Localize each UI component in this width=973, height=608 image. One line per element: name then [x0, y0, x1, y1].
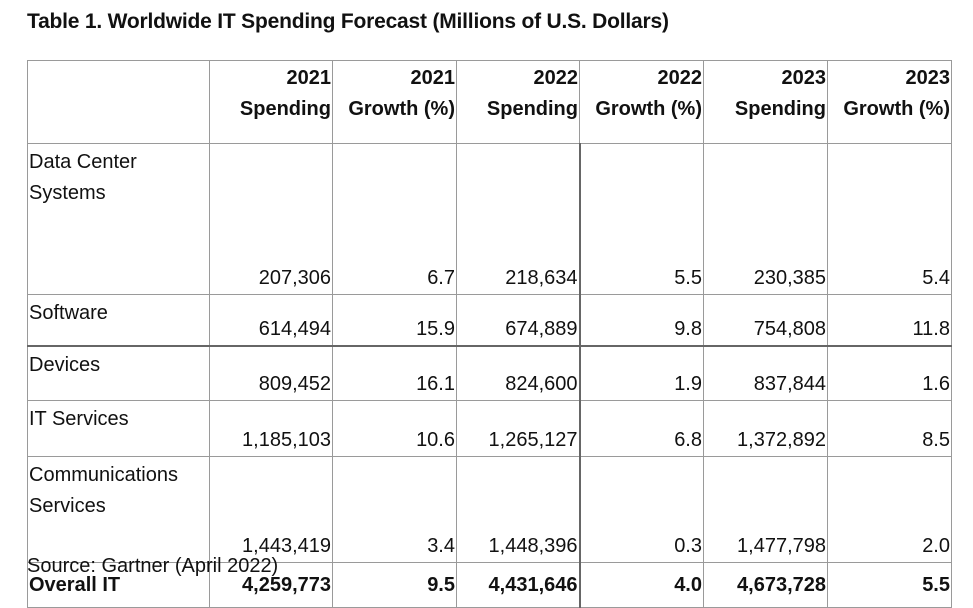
table-cell: 15.9: [332, 294, 457, 347]
table-cell: 9.5: [332, 562, 457, 608]
row-label: Devices: [27, 345, 210, 401]
row-label: IT Services: [27, 400, 210, 457]
table-cell: 4,431,646: [456, 562, 581, 608]
header-cell-2023-growth: 2023 Growth (%): [827, 60, 952, 144]
table-cell: 230,385: [703, 143, 828, 295]
header-year: 2022: [657, 67, 703, 89]
header-year: 2021: [286, 67, 332, 89]
table-row: Devices 809,452 16.1 824,600 1.9 837,844…: [27, 345, 952, 401]
table-cell: 1,185,103: [209, 400, 333, 457]
header-cell-2021-spending: 2021 Spending: [209, 60, 333, 144]
table-cell: 11.8: [827, 294, 952, 347]
table-cell: 1.9: [579, 345, 704, 401]
table-cell: 10.6: [332, 400, 457, 457]
header-metric: Growth (%): [595, 98, 702, 120]
header-metric: Growth (%): [348, 98, 455, 120]
table-cell: 3.4: [332, 456, 457, 563]
table-cell: 809,452: [209, 345, 333, 401]
table-cell: 6.8: [579, 400, 704, 457]
row-label: Communications Services: [27, 456, 210, 563]
table-cell: 1.6: [827, 345, 952, 401]
header-metric: Spending: [486, 98, 578, 120]
table-cell: 2.0: [827, 456, 952, 563]
table-cell: 754,808: [703, 294, 828, 347]
table-cell: 837,844: [703, 345, 828, 401]
header-cell-2022-growth: 2022 Growth (%): [579, 60, 704, 144]
it-spending-table: 2021 Spending 2021 Growth (%) 2022 Spend…: [27, 60, 952, 608]
table-cell: 207,306: [209, 143, 333, 295]
header-cell-2022-spending: 2022 Spending: [456, 60, 580, 144]
table-cell: 0.3: [579, 456, 704, 563]
header-cell-2021-growth: 2021 Growth (%): [332, 60, 457, 144]
row-label: Software: [27, 294, 210, 347]
table-cell: 9.8: [579, 294, 704, 347]
row-label: Data Center Systems: [27, 143, 210, 295]
table-cell: 5.5: [579, 143, 704, 295]
table-cell: 824,600: [456, 345, 581, 401]
header-year: 2021: [410, 67, 456, 89]
table-cell: 5.4: [827, 143, 952, 295]
header-year: 2023: [905, 67, 951, 89]
table-cell: 1,265,127: [456, 400, 581, 457]
table-cell: 614,494: [209, 294, 333, 347]
table-cell: 16.1: [332, 345, 457, 401]
header-cell-2023-spending: 2023 Spending: [703, 60, 828, 144]
table-cell: 6.7: [332, 143, 457, 295]
table-cell: 8.5: [827, 400, 952, 457]
table-cell: 1,443,419: [209, 456, 333, 563]
header-metric: Spending: [734, 98, 826, 120]
table-row: Software 614,494 15.9 674,889 9.8 754,80…: [27, 294, 952, 347]
header-metric: Spending: [239, 98, 331, 120]
table-cell: 1,372,892: [703, 400, 828, 457]
header-year: 2023: [781, 67, 827, 89]
table-title: Table 1. Worldwide IT Spending Forecast …: [27, 10, 669, 33]
header-metric: Growth (%): [843, 98, 950, 120]
table-row: Communications Services 1,443,419 3.4 1,…: [27, 456, 952, 563]
table-row: Data Center Systems 207,306 6.7 218,634 …: [27, 143, 952, 295]
table-row: IT Services 1,185,103 10.6 1,265,127 6.8…: [27, 400, 952, 457]
table-cell: 4,673,728: [703, 562, 828, 608]
header-year: 2022: [533, 67, 579, 89]
table-cell: 4.0: [579, 562, 704, 608]
source-note: Source: Gartner (April 2022): [27, 555, 279, 577]
table-cell: 1,448,396: [456, 456, 581, 563]
table-cell: 5.5: [827, 562, 952, 608]
table-cell: 1,477,798: [703, 456, 828, 563]
table-cell: 674,889: [456, 294, 581, 347]
header-row: 2021 Spending 2021 Growth (%) 2022 Spend…: [27, 60, 952, 144]
header-cell-empty: [27, 60, 210, 144]
table-cell: 218,634: [456, 143, 581, 295]
